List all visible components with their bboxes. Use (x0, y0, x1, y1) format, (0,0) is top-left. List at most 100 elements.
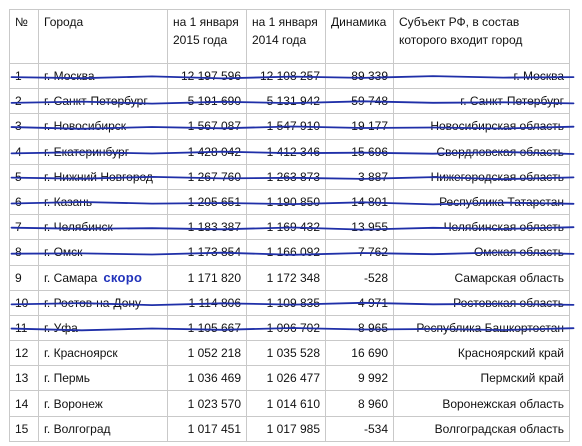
cell-city: г. Омск (38, 239, 168, 266)
cell-subject: Красноярский край (393, 340, 570, 367)
cell-subject: Самарская область (393, 264, 570, 291)
cell-subject-text: Волгоградская область (434, 421, 564, 436)
cell-dynamics-text: 8 965 (357, 320, 388, 335)
cell-jan2015: 1 052 218 (167, 340, 247, 367)
cell-city: г. Челябинск (38, 214, 168, 241)
cell-jan2015-text: 1 428 042 (187, 144, 241, 159)
cell-dynamics-text: 13 955 (351, 220, 388, 235)
cell-dynamics-text: -534 (363, 421, 388, 436)
cell-jan2015-text: 1 105 667 (187, 320, 241, 335)
cell-dynamics-text: 89 339 (351, 69, 388, 84)
cell-subject-text: г. Санкт-Петербург (460, 94, 564, 109)
cell-jan2015-text: 1 017 451 (187, 421, 241, 436)
cell-jan2014: 1 263 873 (246, 163, 326, 190)
cell-subject-text: Пермский край (480, 371, 564, 386)
table-row: 12 г. Красноярск 1 052 218 1 035 528 16 690 К… (9, 340, 570, 367)
cell-num-text: 14 (15, 396, 29, 411)
table-row: 9 г. Самара скоро 1 171 820 1 172 348 -528 Сам… (9, 264, 570, 291)
cell-dynamics: 3 887 (325, 163, 394, 190)
cell-num-text: 1 (15, 69, 22, 84)
cell-dynamics: 8 960 (325, 390, 394, 417)
cell-dynamics-text: 19 177 (351, 119, 388, 134)
cell-dynamics: 9 992 (325, 365, 394, 392)
cell-city: г. Красноярск (38, 340, 168, 367)
cell-num: 10 (9, 289, 39, 316)
table-row: 3 г. Новосибирск 1 567 087 1 547 910 19 177 Н… (9, 113, 570, 140)
cell-num: 4 (9, 138, 39, 165)
cell-dynamics-text: 14 801 (351, 195, 388, 210)
cell-num-text: 12 (15, 346, 29, 361)
cell-jan2015-text: 1 567 087 (187, 119, 241, 134)
cell-jan2015-text: 1 114 806 (188, 295, 242, 310)
cell-jan2014-text: 1 412 346 (266, 144, 320, 159)
cell-city: г. Санкт-Петербург (38, 88, 168, 115)
cell-dynamics-text: 7 762 (357, 245, 388, 260)
cell-dynamics: 89 339 (325, 62, 394, 90)
cell-dynamics-text: 59 748 (351, 94, 388, 109)
cell-city-text: г. Красноярск (44, 346, 118, 361)
cell-jan2014-text: 1 172 348 (266, 270, 320, 285)
cell-subject-text: Свердловская область (436, 144, 564, 159)
cell-city-text: г. Омск (44, 245, 83, 260)
handwritten-note: скоро (103, 269, 143, 285)
cell-num: 1 (9, 62, 39, 90)
cell-jan2014: 1 547 910 (246, 113, 326, 140)
cell-subject: Республика Башкортостан (393, 314, 570, 342)
table-row: 6 г. Казань 1 205 651 1 190 850 14 801 Респуб… (9, 188, 570, 216)
cell-jan2014-text: 1 014 610 (266, 396, 320, 411)
cell-jan2015: 1 171 820 (167, 264, 247, 291)
cell-city-text: г. Уфа (44, 320, 78, 335)
header-jan2014: на 1 января 2014 года (246, 9, 326, 64)
cell-jan2015: 1 428 042 (167, 138, 247, 165)
cell-num: 8 (9, 239, 39, 266)
cell-city-text: г. Москва (44, 69, 95, 84)
cell-subject: Свердловская область (393, 138, 570, 165)
cell-dynamics-text: 4 971 (357, 295, 388, 310)
cell-num-text: 4 (15, 144, 22, 159)
cell-num: 12 (9, 340, 39, 367)
header-jan2015: на 1 января 2015 года (167, 9, 247, 64)
cell-num-text: 8 (15, 245, 22, 260)
cell-jan2014: 1 014 610 (246, 390, 326, 417)
cell-dynamics: 59 748 (325, 88, 394, 115)
cell-subject: Республика Татарстан (393, 188, 570, 216)
cell-subject-text: Ростовская область (453, 295, 564, 310)
cell-subject-text: Республика Татарстан (439, 195, 564, 210)
cell-city-text: г. Новосибирск (44, 119, 127, 134)
cell-num-text: 11 (15, 320, 28, 335)
table-row: 2 г. Санкт-Петербург 5 191 690 5 131 942 59 … (9, 88, 570, 115)
cell-num: 2 (9, 88, 39, 115)
cell-city-text: г. Челябинск (44, 220, 113, 235)
cell-dynamics: 19 177 (325, 113, 394, 140)
cell-jan2014: 1 026 477 (246, 365, 326, 392)
header-num: № (9, 9, 39, 64)
cell-subject-text: Новосибирская область (430, 119, 564, 134)
cell-dynamics: 7 762 (325, 239, 394, 266)
cell-jan2015-text: 1 267 760 (187, 169, 241, 184)
cell-subject: г. Москва (393, 62, 570, 90)
cell-subject-text: Воронежская область (442, 396, 564, 411)
cell-jan2015: 1 105 667 (167, 314, 247, 342)
cell-num-text: 6 (15, 195, 22, 210)
cell-num: 13 (9, 365, 39, 392)
city-population-table: № Города на 1 января 2015 года на 1 янва… (9, 9, 570, 442)
table-row: 5 г. Нижний Новгород 1 267 760 1 263 873 3 8… (9, 163, 570, 190)
cell-num-text: 3 (15, 119, 22, 134)
cell-num: 9 (9, 264, 39, 291)
cell-jan2014: 1 166 092 (246, 239, 326, 266)
cell-city-text: г. Волгоград (44, 421, 111, 436)
cell-city-text: г. Самара (44, 270, 98, 285)
cell-jan2015: 1 173 854 (167, 239, 247, 266)
table-row: 13 г. Пермь 1 036 469 1 026 477 9 992 Пермски… (9, 365, 570, 392)
cell-jan2014: 5 131 942 (246, 88, 326, 115)
header-city: Города (38, 9, 168, 64)
table-body: 1 г. Москва 12 197 596 12 108 257 89 339 г. М… (9, 62, 570, 442)
cell-city: г. Воронеж (38, 390, 168, 417)
cell-jan2014: 1 017 985 (246, 415, 326, 442)
cell-subject-text: г. Москва (513, 69, 564, 84)
cell-dynamics: 4 971 (325, 289, 394, 316)
cell-jan2015-text: 1 205 651 (187, 195, 241, 210)
cell-city: г. Нижний Новгород (38, 163, 168, 190)
cell-jan2014: 1 109 835 (246, 289, 326, 316)
